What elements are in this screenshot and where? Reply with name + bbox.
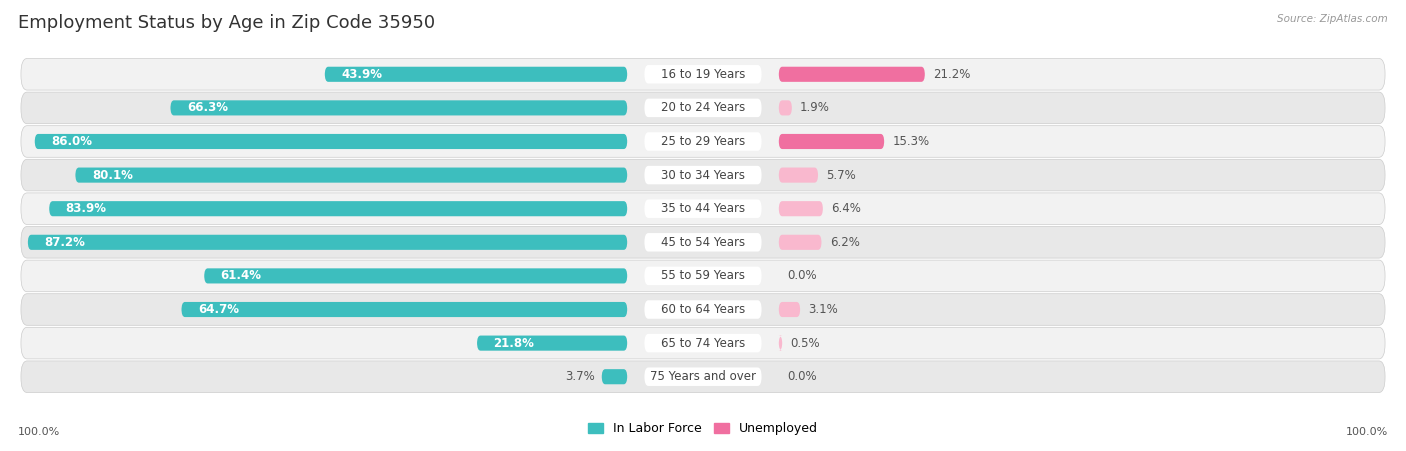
FancyBboxPatch shape xyxy=(644,300,762,319)
FancyBboxPatch shape xyxy=(644,132,762,151)
Text: 75 Years and over: 75 Years and over xyxy=(650,370,756,383)
FancyBboxPatch shape xyxy=(21,260,1385,292)
FancyBboxPatch shape xyxy=(644,267,762,285)
Text: 0.5%: 0.5% xyxy=(790,336,820,350)
FancyBboxPatch shape xyxy=(170,100,627,115)
Text: 100.0%: 100.0% xyxy=(18,428,60,437)
Text: 30 to 34 Years: 30 to 34 Years xyxy=(661,169,745,182)
Text: 6.4%: 6.4% xyxy=(831,202,860,215)
FancyBboxPatch shape xyxy=(21,361,1385,392)
FancyBboxPatch shape xyxy=(21,92,1385,124)
FancyBboxPatch shape xyxy=(21,193,1385,225)
FancyBboxPatch shape xyxy=(644,65,762,83)
Text: 66.3%: 66.3% xyxy=(187,101,228,115)
FancyBboxPatch shape xyxy=(779,67,925,82)
FancyBboxPatch shape xyxy=(181,302,627,317)
Text: 1.9%: 1.9% xyxy=(800,101,830,115)
FancyBboxPatch shape xyxy=(644,166,762,184)
FancyBboxPatch shape xyxy=(779,336,782,351)
Text: 86.0%: 86.0% xyxy=(51,135,93,148)
FancyBboxPatch shape xyxy=(325,67,627,82)
Text: 60 to 64 Years: 60 to 64 Years xyxy=(661,303,745,316)
Text: 87.2%: 87.2% xyxy=(45,236,86,249)
FancyBboxPatch shape xyxy=(21,226,1385,258)
Text: 6.2%: 6.2% xyxy=(830,236,859,249)
FancyBboxPatch shape xyxy=(21,159,1385,191)
FancyBboxPatch shape xyxy=(76,167,627,183)
FancyBboxPatch shape xyxy=(21,294,1385,325)
Text: 43.9%: 43.9% xyxy=(342,68,382,81)
FancyBboxPatch shape xyxy=(21,59,1385,90)
FancyBboxPatch shape xyxy=(204,268,627,284)
FancyBboxPatch shape xyxy=(477,336,627,351)
Text: 21.8%: 21.8% xyxy=(494,336,534,350)
Text: 20 to 24 Years: 20 to 24 Years xyxy=(661,101,745,115)
FancyBboxPatch shape xyxy=(644,233,762,252)
FancyBboxPatch shape xyxy=(21,327,1385,359)
Text: 80.1%: 80.1% xyxy=(91,169,132,182)
Text: Employment Status by Age in Zip Code 35950: Employment Status by Age in Zip Code 359… xyxy=(18,14,436,32)
FancyBboxPatch shape xyxy=(779,302,800,317)
Text: 35 to 44 Years: 35 to 44 Years xyxy=(661,202,745,215)
Text: 0.0%: 0.0% xyxy=(787,269,817,282)
Text: 65 to 74 Years: 65 to 74 Years xyxy=(661,336,745,350)
FancyBboxPatch shape xyxy=(779,134,884,149)
FancyBboxPatch shape xyxy=(21,126,1385,157)
Text: 0.0%: 0.0% xyxy=(787,370,817,383)
FancyBboxPatch shape xyxy=(779,201,823,216)
Text: 3.7%: 3.7% xyxy=(565,370,595,383)
Text: 64.7%: 64.7% xyxy=(198,303,239,316)
Text: 100.0%: 100.0% xyxy=(1346,428,1388,437)
FancyBboxPatch shape xyxy=(779,235,821,250)
Text: Source: ZipAtlas.com: Source: ZipAtlas.com xyxy=(1277,14,1388,23)
Text: 45 to 54 Years: 45 to 54 Years xyxy=(661,236,745,249)
FancyBboxPatch shape xyxy=(35,134,627,149)
FancyBboxPatch shape xyxy=(644,334,762,352)
Text: 83.9%: 83.9% xyxy=(66,202,107,215)
FancyBboxPatch shape xyxy=(779,100,792,115)
Text: 61.4%: 61.4% xyxy=(221,269,262,282)
FancyBboxPatch shape xyxy=(644,199,762,218)
Text: 3.1%: 3.1% xyxy=(808,303,838,316)
Text: 21.2%: 21.2% xyxy=(934,68,970,81)
Text: 15.3%: 15.3% xyxy=(893,135,929,148)
FancyBboxPatch shape xyxy=(779,167,818,183)
FancyBboxPatch shape xyxy=(49,201,627,216)
Text: 16 to 19 Years: 16 to 19 Years xyxy=(661,68,745,81)
FancyBboxPatch shape xyxy=(602,369,627,384)
Text: 25 to 29 Years: 25 to 29 Years xyxy=(661,135,745,148)
Legend: In Labor Force, Unemployed: In Labor Force, Unemployed xyxy=(588,422,818,435)
FancyBboxPatch shape xyxy=(644,99,762,117)
FancyBboxPatch shape xyxy=(644,368,762,386)
FancyBboxPatch shape xyxy=(28,235,627,250)
Text: 5.7%: 5.7% xyxy=(827,169,856,182)
Text: 55 to 59 Years: 55 to 59 Years xyxy=(661,269,745,282)
